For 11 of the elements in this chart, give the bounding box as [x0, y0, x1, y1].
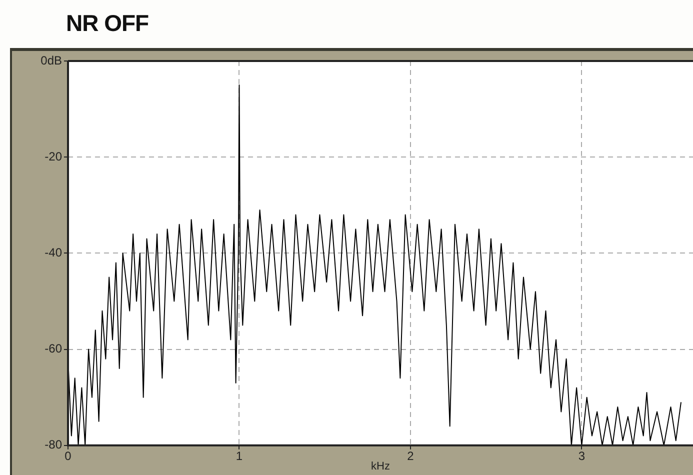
x-tick-label: 3 [578, 448, 586, 463]
x-tick-label: 0 [64, 448, 72, 463]
y-tick-label: -40 [44, 246, 62, 260]
y-tick-label: 0dB [40, 53, 62, 68]
x-tick-label: 1 [236, 448, 243, 463]
y-tick-label: -60 [44, 342, 62, 356]
y-tick-label: -20 [44, 149, 62, 164]
y-tick-label: -80 [44, 438, 62, 452]
x-axis-title: kHz [371, 460, 390, 472]
chart-title: NR OFF [66, 10, 149, 37]
x-tick-label: 2 [407, 448, 414, 463]
